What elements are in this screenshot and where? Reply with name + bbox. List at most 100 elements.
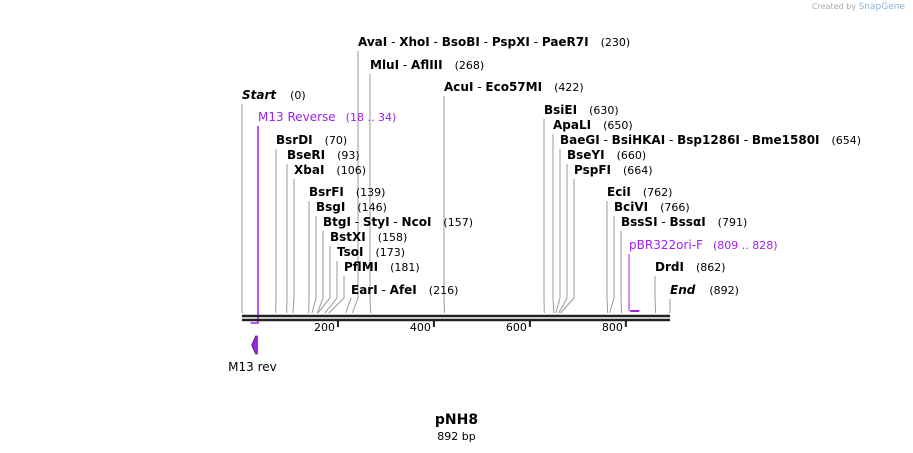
enzyme-name[interactable]: DrdI xyxy=(655,260,684,274)
enzyme-label[interactable]: PspFI (664) xyxy=(574,163,653,177)
primer-name: pBR322ori-F xyxy=(629,238,703,252)
enzyme-site-line xyxy=(324,261,338,314)
enzyme-name[interactable]: XbaI xyxy=(294,163,324,177)
primer-bracket[interactable] xyxy=(250,126,259,324)
label-position: (892) xyxy=(709,284,739,297)
enzyme-site-line xyxy=(292,179,295,314)
start-label: Start (0) xyxy=(242,88,306,102)
enzyme-name[interactable]: BsoBI xyxy=(442,35,480,49)
enzyme-label[interactable]: XbaI (106) xyxy=(294,163,366,177)
enzyme-position: (664) xyxy=(623,164,653,177)
enzyme-name[interactable]: PflMI xyxy=(344,260,378,274)
enzyme-label[interactable]: AcuI - Eco57MI (422) xyxy=(444,80,584,94)
enzyme-label[interactable]: TsoI (173) xyxy=(337,245,405,259)
enzyme-label[interactable]: BseYI (660) xyxy=(567,148,646,162)
enzyme-name[interactable]: EarI xyxy=(351,283,378,297)
enzyme-name[interactable]: BssSI xyxy=(621,215,658,229)
enzyme-position: (862) xyxy=(696,261,726,274)
end-label: End (892) xyxy=(670,283,739,297)
ruler-tick-label: 800 xyxy=(602,321,623,334)
enzyme-position: (157) xyxy=(443,216,473,229)
enzyme-name[interactable]: Bme1580I xyxy=(752,133,820,147)
enzyme-name[interactable]: TsoI xyxy=(337,245,363,259)
enzyme-label[interactable]: EarI - AfeI (216) xyxy=(351,283,458,297)
enzyme-site-line xyxy=(552,134,555,314)
enzyme-label[interactable]: BaeGI - BsiHKAI - Bsp1286I - Bme1580I (65… xyxy=(560,133,861,147)
enzyme-label[interactable]: BseRI (93) xyxy=(287,148,360,162)
enzyme-position: (268) xyxy=(455,59,485,72)
enzyme-label[interactable]: MluI - AflIII (268) xyxy=(370,58,484,72)
enzyme-name[interactable]: MluI xyxy=(370,58,399,72)
credit-prefix: Created by xyxy=(812,2,857,11)
enzyme-position: (181) xyxy=(390,261,420,274)
enzyme-name[interactable]: BsrFI xyxy=(309,185,344,199)
separator: - xyxy=(600,133,612,147)
ruler-tick-label: 600 xyxy=(506,321,527,334)
enzyme-name[interactable]: BstXI xyxy=(330,230,366,244)
label-name: End xyxy=(670,283,696,297)
enzyme-name[interactable]: Eco57MI xyxy=(485,80,542,94)
enzyme-label[interactable]: BsrDI (70) xyxy=(276,133,347,147)
enzyme-label[interactable]: BssSI - BssαI (791) xyxy=(621,215,747,229)
enzyme-site-line xyxy=(351,51,359,314)
enzyme-name[interactable]: EciI xyxy=(607,185,631,199)
separator: - xyxy=(473,80,485,94)
enzyme-name[interactable]: BssαI xyxy=(670,215,706,229)
enzyme-name[interactable]: BsiHKAI xyxy=(612,133,666,147)
enzyme-position: (422) xyxy=(554,81,584,94)
enzyme-name[interactable]: BsrDI xyxy=(276,133,313,147)
enzyme-site-line xyxy=(558,164,568,314)
enzyme-label[interactable]: BtgI - StyI - NcoI (157) xyxy=(323,215,473,229)
enzyme-name[interactable]: StyI xyxy=(363,215,390,229)
enzyme-name[interactable]: BseRI xyxy=(287,148,325,162)
enzyme-name[interactable]: PspFI xyxy=(574,163,611,177)
enzyme-label[interactable]: AvaI - XhoI - BsoBI - PspXI - PaeR7I (230… xyxy=(358,35,630,49)
enzyme-label[interactable]: ApaLI (650) xyxy=(553,118,633,132)
enzyme-position: (791) xyxy=(718,216,748,229)
enzyme-name[interactable]: BciVI xyxy=(614,200,648,214)
enzyme-label[interactable]: BsiEI (630) xyxy=(544,103,619,117)
enzyme-label[interactable]: PflMI (181) xyxy=(344,260,420,274)
feature-label[interactable]: M13 rev xyxy=(228,360,277,374)
enzyme-name[interactable]: PaeR7I xyxy=(542,35,589,49)
enzyme-label[interactable]: BciVI (766) xyxy=(614,200,690,214)
enzyme-label[interactable]: EciI (762) xyxy=(607,185,672,199)
enzyme-name[interactable]: PspXI xyxy=(492,35,530,49)
enzyme-position: (216) xyxy=(429,284,459,297)
enzyme-name[interactable]: AflIII xyxy=(411,58,443,72)
enzyme-name[interactable]: BtgI xyxy=(323,215,351,229)
enzyme-site-line xyxy=(345,297,352,314)
enzyme-name[interactable]: NcoI xyxy=(402,215,432,229)
enzyme-label[interactable]: BsrFI (139) xyxy=(309,185,385,199)
enzyme-name[interactable]: BsgI xyxy=(316,200,345,214)
label-position: (0) xyxy=(290,89,306,102)
enzyme-label[interactable]: BsgI (146) xyxy=(316,200,387,214)
primer-label[interactable]: M13 Reverse (18 .. 34) xyxy=(258,110,396,124)
separator: - xyxy=(480,35,492,49)
separator: - xyxy=(351,215,363,229)
enzyme-site-line xyxy=(328,276,345,314)
separator: - xyxy=(665,133,677,147)
enzyme-name[interactable]: Bsp1286I xyxy=(677,133,740,147)
primer-label[interactable]: pBR322ori-F (809 .. 828) xyxy=(629,238,778,252)
enzyme-name[interactable]: ApaLI xyxy=(553,118,591,132)
enzyme-name[interactable]: AfeI xyxy=(390,283,417,297)
enzyme-name[interactable]: BaeGI xyxy=(560,133,600,147)
enzyme-name[interactable]: BseYI xyxy=(567,148,605,162)
feature-arrow[interactable] xyxy=(251,335,258,355)
enzyme-position: (654) xyxy=(832,134,862,147)
enzyme-site-line xyxy=(560,179,575,314)
snapgene-logo: SnapGene xyxy=(858,2,905,12)
enzyme-name[interactable]: XhoI xyxy=(399,35,430,49)
separator: - xyxy=(740,133,752,147)
enzyme-label[interactable]: BstXI (158) xyxy=(330,230,407,244)
enzyme-label[interactable]: DrdI (862) xyxy=(655,260,726,274)
enzyme-name[interactable]: BsiEI xyxy=(544,103,577,117)
separator: - xyxy=(387,35,399,49)
enzyme-site-line xyxy=(654,276,657,314)
enzyme-name[interactable]: AcuI xyxy=(444,80,473,94)
enzyme-position: (660) xyxy=(617,149,647,162)
enzyme-name[interactable]: AvaI xyxy=(358,35,387,49)
